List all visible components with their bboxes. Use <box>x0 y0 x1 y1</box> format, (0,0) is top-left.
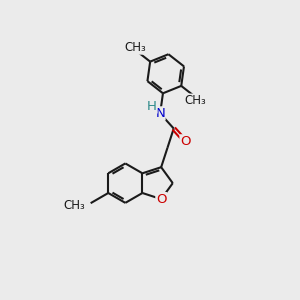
Text: N: N <box>155 107 165 120</box>
Text: O: O <box>180 135 190 148</box>
Text: H: H <box>147 100 157 113</box>
Text: CH₃: CH₃ <box>185 94 206 107</box>
Text: O: O <box>156 193 166 206</box>
Text: CH₃: CH₃ <box>63 199 85 212</box>
Text: CH₃: CH₃ <box>125 41 147 54</box>
